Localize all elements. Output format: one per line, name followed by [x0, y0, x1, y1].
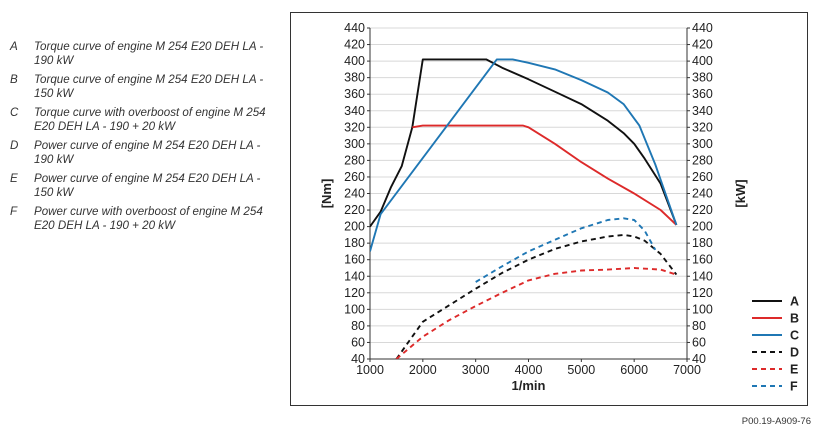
- y-tick-label: 320: [344, 120, 365, 134]
- y-tick-label: 360: [344, 87, 365, 101]
- y2-tick-label: 380: [692, 71, 713, 85]
- key-text: Torque curve of engine M 254 E20 DEH LA …: [34, 40, 264, 67]
- y-tick-label: 300: [344, 137, 365, 151]
- legend-label-c: C: [790, 329, 799, 343]
- key-text: Torque curve with overboost of engine M …: [34, 106, 266, 133]
- y2-axis-label: [kW]: [733, 179, 748, 207]
- y2-tick-label: 140: [692, 269, 713, 283]
- x-tick-label: 4000: [515, 363, 543, 377]
- y-tick-label: 40: [351, 352, 365, 366]
- y-tick-label: 100: [344, 302, 365, 316]
- x-tick-label: 5000: [567, 363, 595, 377]
- x-tick-label: 3000: [462, 363, 490, 377]
- legend-label-e: E: [790, 363, 798, 377]
- key-letter: B: [10, 73, 18, 86]
- y2-tick-label: 260: [692, 170, 713, 184]
- series-line-e: [395, 267, 677, 359]
- y2-tick-label: 360: [692, 87, 713, 101]
- key-text: Power curve of engine M 254 E20 DEH LA -…: [34, 172, 261, 199]
- y-tick-label: 80: [351, 319, 365, 333]
- y2-tick-label: 220: [692, 203, 713, 217]
- y-tick-label: 240: [344, 187, 365, 201]
- legend-label-d: D: [790, 346, 799, 360]
- key-letter: F: [10, 205, 18, 218]
- y2-tick-label: 120: [692, 286, 713, 300]
- y-tick-label: 200: [344, 220, 365, 234]
- y-tick-label: 140: [344, 269, 365, 283]
- key-item-b: B Torque curve of engine M 254 E20 DEH LA…: [10, 73, 272, 100]
- y2-tick-label: 60: [692, 335, 706, 349]
- y-tick-label: 60: [351, 335, 365, 349]
- y2-tick-label: 40: [692, 352, 706, 366]
- legend-label-b: B: [790, 312, 799, 326]
- y-tick-label: 380: [344, 71, 365, 85]
- chart-frame: [290, 12, 808, 406]
- key-letter: C: [10, 106, 19, 119]
- y2-tick-label: 340: [692, 104, 713, 118]
- y2-tick-label: 420: [692, 38, 713, 52]
- y-tick-label: 340: [344, 104, 365, 118]
- y2-tick-label: 300: [692, 137, 713, 151]
- y2-tick-label: 440: [692, 21, 713, 35]
- y2-tick-label: 180: [692, 236, 713, 250]
- series-line-b: [412, 124, 678, 226]
- y2-tick-label: 200: [692, 220, 713, 234]
- key-letter: E: [10, 172, 18, 185]
- y-tick-label: 400: [344, 54, 365, 68]
- key-item-a: A Torque curve of engine M 254 E20 DEH LA…: [10, 40, 272, 67]
- y2-tick-label: 280: [692, 153, 713, 167]
- legend-label-f: F: [790, 380, 798, 394]
- y2-tick-label: 80: [692, 319, 706, 333]
- key-letter: D: [10, 139, 19, 152]
- y2-tick-label: 320: [692, 120, 713, 134]
- y-tick-label: 120: [344, 286, 365, 300]
- torque-power-chart: 40 40 60 60 80 80 100 100 120 120 140 140 160 160 180 1…: [319, 21, 799, 394]
- y-tick-label: 160: [344, 253, 365, 267]
- key-letter: A: [10, 40, 18, 53]
- legend-label-a: A: [790, 295, 799, 309]
- x-tick-label: 6000: [620, 363, 648, 377]
- reference-number: P00.19-A909-76: [741, 416, 811, 427]
- y-tick-label: 220: [344, 203, 365, 217]
- curve-key: A Torque curve of engine M 254 E20 DEH LA…: [10, 40, 272, 238]
- x-tick-label: 1000: [356, 363, 384, 377]
- y2-tick-label: 160: [692, 253, 713, 267]
- series-line-a: [370, 58, 678, 228]
- key-item-d: D Power curve of engine M 254 E20 DEH LA …: [10, 139, 272, 166]
- key-item-c: C Torque curve with overboost of engine M…: [10, 106, 272, 133]
- x-tick-label: 7000: [673, 363, 701, 377]
- y-tick-label: 180: [344, 236, 365, 250]
- y-tick-label: 440: [344, 21, 365, 35]
- series-line-c: [370, 58, 678, 252]
- y2-tick-label: 100: [692, 302, 713, 316]
- y2-tick-label: 240: [692, 187, 713, 201]
- x-tick-label: 2000: [409, 363, 437, 377]
- y-tick-label: 420: [344, 38, 365, 52]
- key-text: Torque curve of engine M 254 E20 DEH LA …: [34, 73, 264, 100]
- series-line-f: [475, 217, 657, 283]
- key-text: Power curve with overboost of engine M 2…: [34, 205, 263, 232]
- key-text: Power curve of engine M 254 E20 DEH LA -…: [34, 139, 261, 166]
- key-item-f: F Power curve with overboost of engine M …: [10, 205, 272, 232]
- key-item-e: E Power curve of engine M 254 E20 DEH LA …: [10, 172, 272, 199]
- y-tick-label: 280: [344, 153, 365, 167]
- y-axis-label: [Nm]: [319, 179, 334, 209]
- x-axis-label: 1/min: [512, 378, 546, 393]
- y-tick-label: 260: [344, 170, 365, 184]
- y2-tick-label: 400: [692, 54, 713, 68]
- series-line-d: [395, 233, 678, 359]
